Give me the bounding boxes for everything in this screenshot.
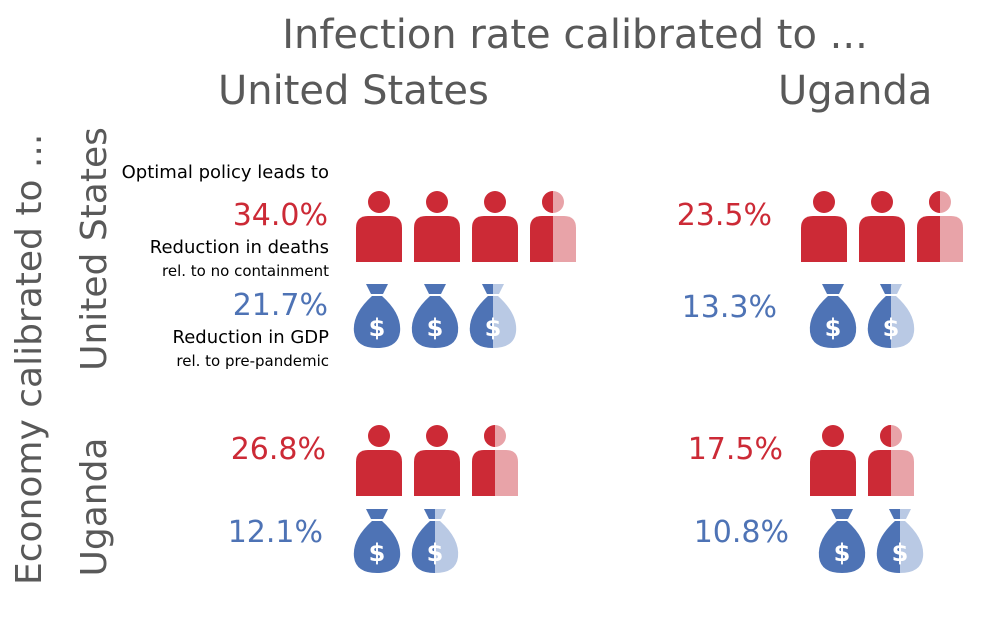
svg-text:$: $ <box>369 539 386 567</box>
person-icon-cell1-1 <box>859 191 905 262</box>
money-bag-icon-cell2-0: $ <box>353 509 401 573</box>
person-icon-cell0-2 <box>472 191 518 262</box>
legend-gdp-line2: rel. to pre-pandemic <box>176 352 329 370</box>
svg-text:$: $ <box>892 539 909 567</box>
legend-gdp-line1: Reduction in GDP <box>172 327 330 348</box>
money-bag-icon-cell0-2: $$ <box>469 284 517 348</box>
gdp-value-us-ug: 13.3% <box>681 290 777 325</box>
money-bag-icon-cell1-0: $ <box>809 284 857 348</box>
person-icon-cell2-2 <box>472 425 518 496</box>
deaths-value-us-us: 34.0% <box>232 198 328 233</box>
money-bag-icon-cell3-1: $$ <box>876 509 924 573</box>
person-icon-cell1-2 <box>917 191 963 262</box>
legend-intro: Optimal policy leads to <box>121 162 329 183</box>
deaths-value-us-ug: 23.5% <box>676 198 772 233</box>
person-icon-cell0-0 <box>356 191 402 262</box>
gdp-value-us-us: 21.7% <box>232 288 328 323</box>
person-icon-cell0-1 <box>414 191 460 262</box>
person-icon-cell1-0 <box>801 191 847 262</box>
column-header-uganda: Uganda <box>778 68 933 114</box>
money-bag-icon-cell2-1: $$ <box>411 509 459 573</box>
deaths-value-ug-ug: 17.5% <box>687 432 783 467</box>
person-icon-cell0-3 <box>530 191 576 262</box>
svg-text:$: $ <box>883 314 900 342</box>
svg-text:$: $ <box>825 314 842 342</box>
legend-deaths-line1: Reduction in deaths <box>149 237 329 258</box>
chart-title: Infection rate calibrated to ... <box>282 12 868 58</box>
money-bag-icon-cell0-0: $ <box>353 284 401 348</box>
money-bag-icon-cell0-1: $ <box>411 284 459 348</box>
money-bag-icon-cell1-1: $$ <box>867 284 915 348</box>
gdp-value-ug-us: 12.1% <box>227 515 323 550</box>
svg-text:$: $ <box>369 314 386 342</box>
svg-text:$: $ <box>427 539 444 567</box>
person-icon-cell2-1 <box>414 425 460 496</box>
svg-text:$: $ <box>834 539 851 567</box>
column-header-united-states: United States <box>218 68 489 114</box>
icon-layer: $$$$$$$$$$$$$ <box>353 191 963 573</box>
person-icon-cell3-0 <box>810 425 856 496</box>
svg-text:$: $ <box>427 314 444 342</box>
gdp-value-ug-ug: 10.8% <box>693 515 789 550</box>
money-bag-icon-cell3-0: $ <box>818 509 866 573</box>
legend-deaths-line2: rel. to no containment <box>162 262 329 280</box>
person-icon-cell3-1 <box>868 425 914 496</box>
person-icon-cell2-0 <box>356 425 402 496</box>
deaths-value-ug-us: 26.8% <box>230 432 326 467</box>
svg-text:$: $ <box>485 314 502 342</box>
